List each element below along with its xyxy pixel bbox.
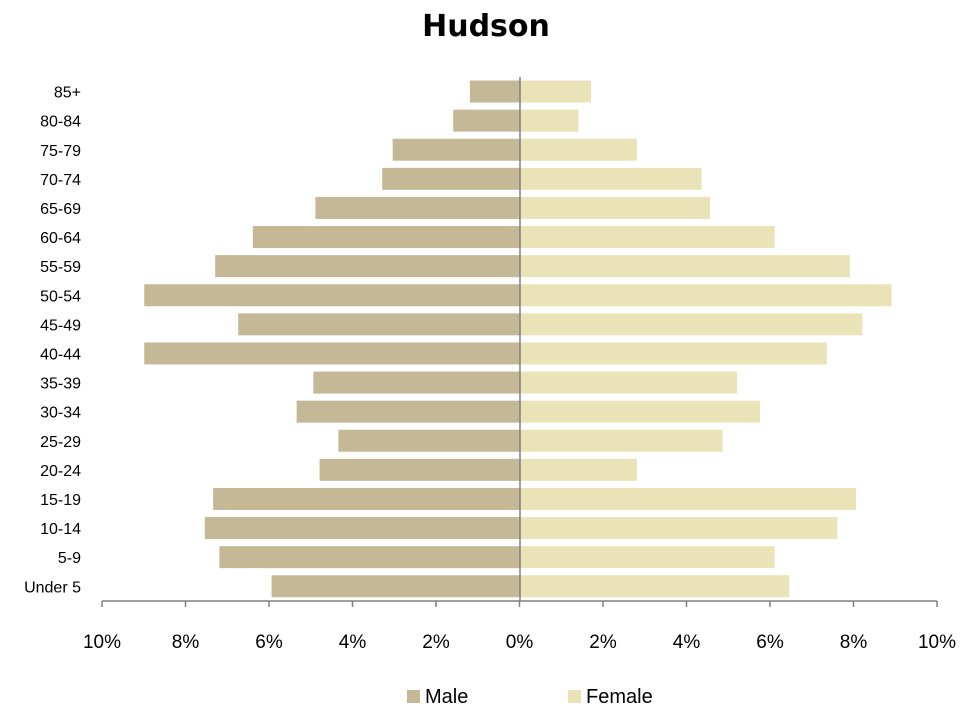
x-axis-ticks: 10% 8% 6% 4% 2% 0% 2% 4% 6% 8% 10% (83, 601, 956, 653)
category-label: 35-39 (40, 376, 81, 393)
male-bar-45-49 (238, 313, 520, 336)
male-bar-40-44 (144, 342, 520, 365)
male-bar-60-64 (252, 226, 521, 249)
male-bar-55-59 (215, 255, 520, 278)
male-bar-under-5 (271, 575, 520, 598)
category-label: 60-64 (40, 230, 81, 247)
female-bar-15-19 (520, 487, 857, 510)
female-bar-30-34 (520, 400, 761, 423)
legend-swatch-female (568, 690, 581, 703)
legend-label-male: Male (425, 686, 468, 708)
legend-swatch-male (407, 690, 420, 703)
female-bar-70-74 (520, 167, 702, 190)
female-bar-25-29 (520, 429, 723, 452)
category-label: 5-9 (58, 550, 81, 567)
male-bar-5-9 (219, 546, 520, 569)
male-bar-85+ (469, 80, 520, 103)
category-label: 80-84 (40, 114, 81, 131)
category-label: 30-34 (40, 405, 81, 422)
female-bar-45-49 (520, 313, 863, 336)
female-bar-80-84 (520, 109, 579, 132)
female-bar-5-9 (520, 546, 775, 569)
male-bar-80-84 (453, 109, 520, 132)
category-label: 65-69 (40, 201, 81, 218)
category-label: 40-44 (40, 346, 81, 363)
female-bar-50-54 (520, 284, 892, 307)
x-tick-label: 8% (172, 632, 200, 653)
female-bar-75-79 (520, 138, 637, 161)
chart-title: Hudson (422, 9, 550, 44)
category-label: 20-24 (40, 463, 81, 480)
male-bar-30-34 (296, 400, 520, 423)
x-tick-label: 4% (339, 632, 367, 653)
x-tick-label: 4% (673, 632, 701, 653)
female-bar-40-44 (520, 342, 827, 365)
legend-label-female: Female (586, 686, 653, 708)
male-bar-15-19 (213, 487, 520, 510)
x-tick-label: 10% (918, 632, 956, 653)
category-label: 10-14 (40, 521, 81, 538)
category-labels: 85+ 80-84 75-79 70-74 65-69 60-64 55-59 50-54 45… (24, 85, 81, 597)
category-label: 85+ (54, 85, 81, 102)
male-bar-35-39 (313, 371, 520, 394)
male-bar-25-29 (338, 429, 520, 452)
male-bar-50-54 (144, 284, 520, 307)
female-bar-85+ (520, 80, 591, 103)
male-bar-20-24 (319, 458, 520, 481)
category-label: 15-19 (40, 492, 81, 509)
male-bar-10-14 (204, 517, 520, 540)
legend: Male Female (407, 686, 653, 708)
x-tick-label: 6% (255, 632, 283, 653)
female-bar-under-5 (520, 575, 790, 598)
x-tick-label: 0% (506, 632, 534, 653)
male-bar-70-74 (382, 167, 520, 190)
category-label: 70-74 (40, 172, 81, 189)
female-series (520, 80, 892, 598)
female-bar-60-64 (520, 226, 775, 249)
x-tick-label: 2% (589, 632, 617, 653)
x-tick-label: 10% (83, 632, 121, 653)
category-label: 75-79 (40, 143, 81, 160)
x-tick-label: 2% (422, 632, 450, 653)
male-bar-75-79 (392, 138, 520, 161)
female-bar-10-14 (520, 517, 838, 540)
female-bar-55-59 (520, 255, 850, 278)
category-label: 50-54 (40, 288, 81, 305)
female-bar-20-24 (520, 458, 637, 481)
category-label: 25-29 (40, 434, 81, 451)
category-label: Under 5 (24, 579, 81, 596)
male-series (144, 80, 521, 598)
female-bar-65-69 (520, 196, 710, 219)
category-label: 55-59 (40, 259, 81, 276)
category-label: 45-49 (40, 317, 81, 334)
female-bar-35-39 (520, 371, 738, 394)
male-bar-65-69 (315, 196, 520, 219)
x-tick-label: 8% (840, 632, 868, 653)
x-tick-label: 6% (756, 632, 784, 653)
